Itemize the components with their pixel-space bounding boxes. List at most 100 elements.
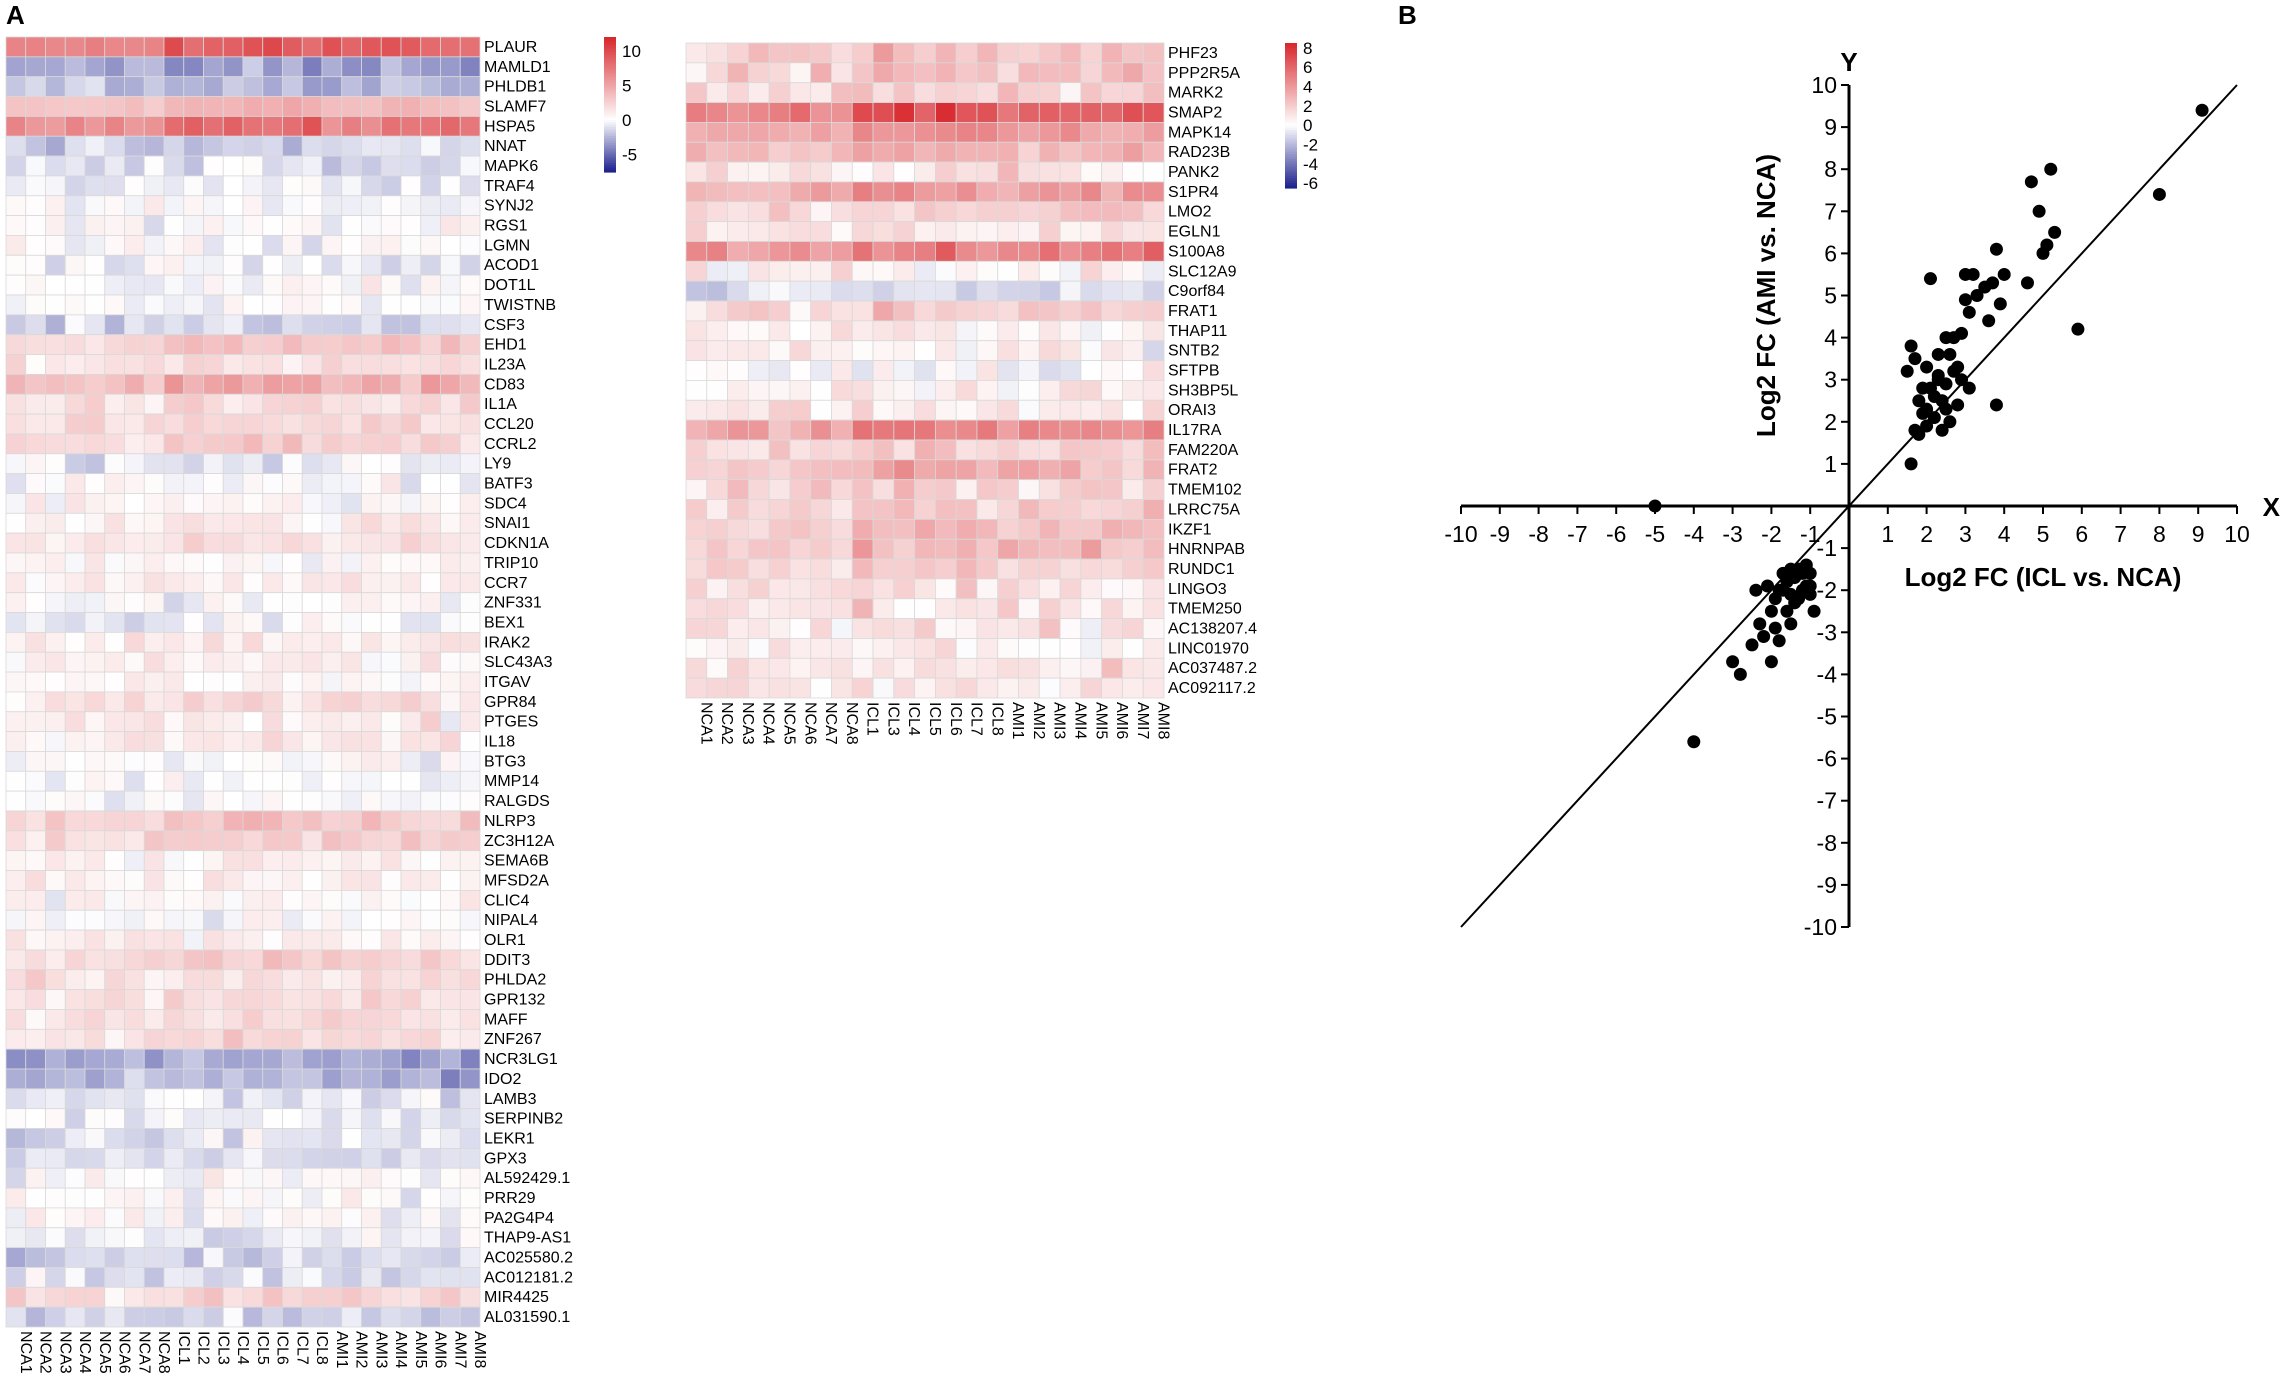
heatmap-cell <box>380 493 402 514</box>
heatmap-cell <box>84 373 106 395</box>
heatmap-cell <box>203 850 224 871</box>
heatmap-cell <box>400 969 422 991</box>
heatmap-cell <box>25 235 46 256</box>
column-label: ICL3 <box>214 1331 231 1365</box>
data-point <box>1761 579 1775 593</box>
colorbar-segment <box>604 43 616 47</box>
heatmap-cell <box>84 1207 106 1229</box>
heatmap-cell <box>440 453 461 475</box>
colorbar-segment <box>604 91 616 94</box>
heatmap-cell <box>1122 121 1144 143</box>
heatmap-cell <box>380 1227 402 1249</box>
heatmap-cell <box>183 572 204 594</box>
heatmap-cell <box>163 949 185 971</box>
heatmap-cell <box>104 989 125 1010</box>
heatmap-cell <box>163 1088 185 1110</box>
heatmap-cell <box>810 320 832 342</box>
heatmap-cell <box>25 1306 46 1328</box>
heatmap-cell <box>361 1009 382 1030</box>
column-label: NCA6 <box>801 702 818 745</box>
heatmap-cell <box>25 36 46 58</box>
heatmap-cell <box>400 671 422 693</box>
heatmap-cell <box>321 56 343 78</box>
heatmap-cell <box>789 260 812 282</box>
colorbar-segment <box>1285 175 1297 179</box>
heatmap-2: PHF23PPP2R5AMARK2SMAP2MAPK14RAD23BPANK2S… <box>685 42 1257 745</box>
heatmap-cell <box>84 274 106 296</box>
heatmap-cell <box>64 631 86 653</box>
heatmap-cell <box>420 572 441 594</box>
heatmap-cell <box>997 479 1019 500</box>
heatmap-cell <box>64 294 86 316</box>
heatmap-cell <box>810 260 832 282</box>
colorbar-segment <box>604 149 616 153</box>
heatmap-cell <box>361 135 382 157</box>
row-label: ZNF331 <box>484 595 542 612</box>
heatmap-cell <box>124 850 145 871</box>
heatmap-cell <box>262 612 283 633</box>
heatmap-cell <box>25 790 46 812</box>
heatmap-cell <box>5 453 27 475</box>
heatmap-cell <box>893 82 916 103</box>
heatmap-cell <box>5 1068 27 1090</box>
heatmap-cell <box>893 161 916 183</box>
heatmap-cell <box>341 731 362 752</box>
heatmap-cell <box>143 711 165 733</box>
heatmap-cell <box>203 711 224 733</box>
heatmap-cell <box>45 691 66 713</box>
heatmap-cell <box>420 1028 441 1050</box>
heatmap-cell <box>321 1267 343 1288</box>
heatmap-cell <box>45 473 66 494</box>
heatmap-cell <box>242 909 264 931</box>
heatmap-cell <box>5 711 27 733</box>
row-label: AC138207.4 <box>1168 621 1257 638</box>
row-label: DOT1L <box>484 277 536 294</box>
x-tick-label: 8 <box>2153 521 2166 547</box>
heatmap-cell <box>955 300 978 322</box>
heatmap-cell <box>124 790 145 812</box>
heatmap-cell <box>321 413 343 435</box>
heatmap-cell <box>831 161 853 183</box>
heatmap-cell <box>321 1187 343 1209</box>
heatmap-cell <box>282 909 303 931</box>
heatmap-cell <box>685 241 708 262</box>
heatmap-cell <box>706 439 728 461</box>
heatmap-cell <box>747 677 770 699</box>
x-tick-label: -1 <box>1800 521 1820 547</box>
heatmap-cell <box>400 1009 422 1030</box>
heatmap-cell <box>5 314 27 336</box>
heatmap-cell <box>851 479 874 500</box>
heatmap-cell <box>1018 241 1040 262</box>
column-label: ICL8 <box>313 1331 330 1365</box>
heatmap-cell <box>5 592 27 613</box>
heatmap-cell <box>831 62 853 84</box>
heatmap-cell <box>914 260 936 282</box>
heatmap-cell <box>420 473 441 494</box>
heatmap-cell <box>361 1068 382 1090</box>
heatmap-cell <box>893 141 916 163</box>
heatmap-cell <box>183 1207 204 1229</box>
heatmap-cell <box>1018 518 1040 540</box>
heatmap-cell <box>361 989 382 1010</box>
heatmap-cell <box>380 473 402 494</box>
heatmap-cell <box>104 493 125 514</box>
heatmap-cell <box>893 677 916 699</box>
heatmap-cell <box>440 76 461 97</box>
heatmap-cell <box>976 499 999 520</box>
heatmap-cell <box>872 320 895 342</box>
heatmap-cell <box>420 889 441 911</box>
heatmap-cell <box>222 949 244 971</box>
heatmap-cell <box>1101 459 1123 481</box>
column-label: NCA3 <box>56 1331 73 1374</box>
heatmap-cell <box>1101 241 1123 262</box>
heatmap-cell <box>341 949 362 971</box>
heatmap-cell <box>203 1048 224 1070</box>
heatmap-cell <box>341 592 362 613</box>
heatmap-cell <box>459 552 481 574</box>
heatmap-cell <box>25 512 46 534</box>
heatmap-cell <box>124 969 145 991</box>
heatmap-cell <box>163 314 185 336</box>
heatmap-cell <box>84 949 106 971</box>
heatmap-cell <box>747 201 770 223</box>
heatmap-cell <box>934 340 957 361</box>
